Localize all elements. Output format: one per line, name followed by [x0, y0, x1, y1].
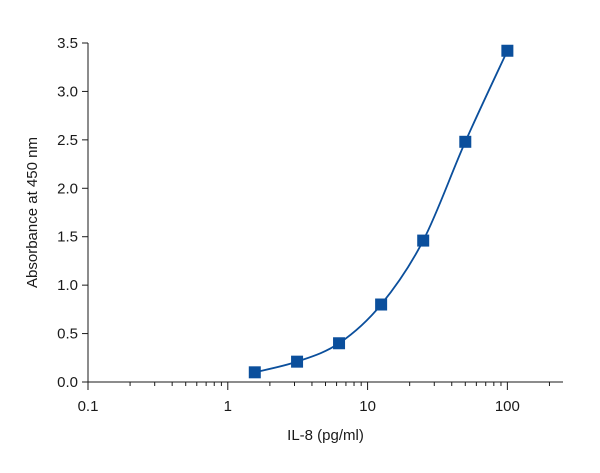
y-axis-ticks: 0.0 0.5 1.0 1.5 2.0 2.5 3.0 3.5 — [57, 35, 88, 391]
x-axis-ticks: 0.1 1 10 100 — [78, 382, 520, 415]
data-point — [375, 298, 388, 311]
x-axis-minor-ticks — [129, 382, 550, 386]
y-tick-label: 2.0 — [57, 180, 78, 197]
y-tick-label: 2.5 — [57, 132, 78, 149]
y-axis-title: Absorbance at 450 nm — [24, 137, 41, 288]
y-tick-label: 3.0 — [57, 83, 78, 100]
x-tick-label: 100 — [495, 398, 520, 415]
y-tick-label: 3.5 — [57, 35, 78, 52]
y-tick-label: 1.0 — [57, 277, 78, 294]
y-tick-label: 0.0 — [57, 374, 78, 391]
y-tick-label: 0.5 — [57, 326, 78, 343]
fit-curve — [254, 50, 509, 374]
x-tick-label: 1 — [224, 398, 232, 415]
data-points — [248, 44, 514, 379]
data-point — [333, 337, 346, 350]
x-tick-label: 10 — [359, 398, 376, 415]
x-axis-title: IL-8 (pg/ml) — [287, 427, 364, 444]
y-tick-label: 1.5 — [57, 229, 78, 246]
data-point — [501, 44, 514, 57]
data-point — [248, 366, 261, 379]
axes: 0.0 0.5 1.0 1.5 2.0 2.5 3.0 3.5 0.1 1 10 100 — [57, 35, 563, 415]
data-point — [459, 135, 472, 148]
x-tick-label: 0.1 — [78, 398, 99, 415]
data-point — [291, 355, 304, 368]
data-point — [417, 234, 430, 247]
